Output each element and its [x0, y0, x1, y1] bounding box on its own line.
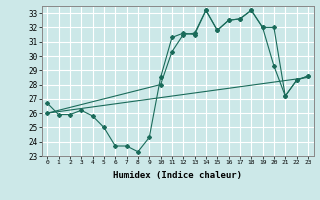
X-axis label: Humidex (Indice chaleur): Humidex (Indice chaleur)	[113, 171, 242, 180]
